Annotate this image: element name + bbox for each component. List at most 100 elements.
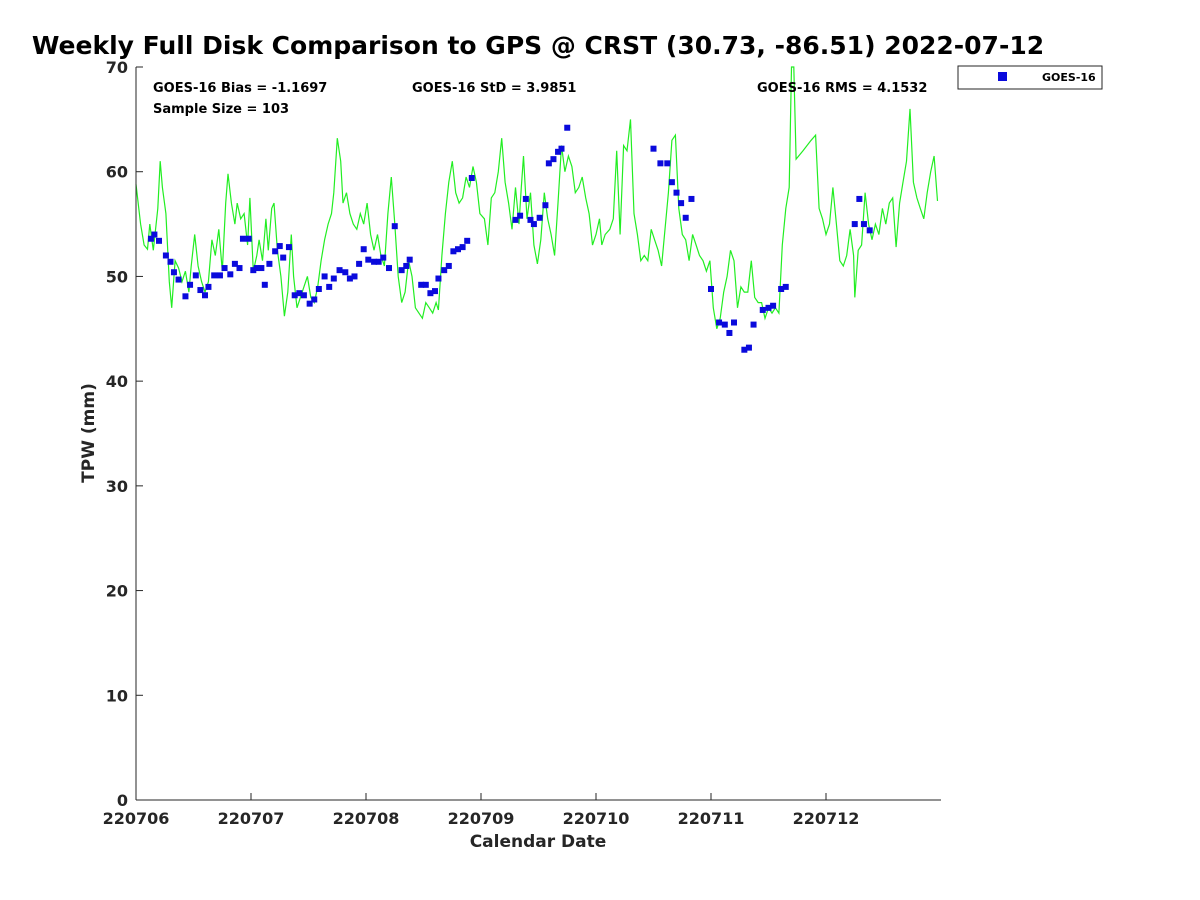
x-tick-label: 220709 [448,809,515,828]
plot-area [136,67,941,800]
goes-point [866,227,873,234]
goes-point [441,267,448,274]
goes-point [856,195,863,202]
x-tick-label: 220706 [103,809,170,828]
goes-point [708,285,714,292]
goes-point [250,267,257,274]
goes-point [342,269,349,276]
goes-point [386,265,392,272]
y-tick-label: 30 [106,477,128,496]
goes-point [253,265,260,272]
goes-point [468,174,475,181]
goes-point [365,256,372,263]
goes-point [280,254,287,261]
goes-point [517,212,524,219]
goes-point [330,275,337,282]
goes-point [300,292,307,299]
goes-point [276,243,283,250]
goes-point [326,283,333,290]
goes-point [432,288,438,295]
goes-point [450,248,457,255]
goes-point [182,293,189,300]
rms-stat: GOES-16 RMS = 4.1532 [757,81,927,96]
goes-point [530,221,537,228]
x-axis-ticks: 220706 220707 220708 220709 220710 220711 2207… [103,793,860,828]
goes-series [147,124,873,353]
goes-point [550,156,557,163]
y-axis-label: TPW (mm) [79,383,99,483]
sample-size-stat: Sample Size = 103 [153,102,289,117]
goes-point [375,258,382,265]
goes-point [770,302,777,309]
goes-point [356,260,363,267]
goes-point [391,223,398,230]
goes-point [311,296,318,303]
goes-point [750,321,757,328]
goes-point [403,262,410,269]
goes-point [678,200,685,207]
goes-point [455,246,461,253]
goes-point [156,237,162,244]
goes-point [202,292,208,299]
goes-point [170,269,177,276]
goes-point [197,287,204,294]
goes-point [167,258,174,265]
goes-point [721,321,728,328]
goes-point [522,195,529,202]
goes-point [731,319,737,326]
goes-point [371,258,378,265]
goes-point [147,235,154,242]
legend-box [957,65,1103,90]
y-tick-label: 0 [117,791,128,810]
goes-point [192,272,199,279]
goes-point [765,304,772,311]
gps-series [135,66,939,329]
goes-point [422,281,429,288]
y-tick-label: 10 [106,686,128,705]
goes-point [216,272,223,279]
goes-point [558,145,565,152]
goes-point [336,267,343,274]
goes-point [306,300,313,307]
x-tick-label: 220712 [793,809,860,828]
goes-point [406,256,413,263]
goes-point [657,160,664,167]
goes-point [435,275,442,282]
goes-point [360,246,367,253]
goes-point [321,273,328,280]
y-tick-label: 40 [106,372,128,391]
goes-point [778,285,785,292]
goes-point [245,235,252,242]
goes-point [726,329,733,336]
goes-point [261,281,268,288]
goes-point [555,148,562,155]
goes-point [459,244,466,251]
goes-point [741,346,748,353]
goes-point [221,265,228,272]
goes-point [427,290,434,297]
y-tick-label: 60 [106,163,128,182]
legend-label: GOES-16 [1042,71,1096,84]
goes-point [272,248,279,255]
goes-point [668,179,675,186]
goes-point [673,189,680,196]
goes-point [211,272,218,279]
goes-point [545,160,552,167]
goes-point [851,221,858,228]
x-tick-label: 220710 [563,809,630,828]
goes-point [527,216,534,223]
goes-point [512,216,519,223]
goes-point [782,283,789,290]
goes-point [536,214,543,221]
y-tick-label: 50 [106,267,128,286]
goes-point [564,124,571,131]
goes-point [716,319,723,326]
goes-point [380,254,387,261]
x-tick-label: 220711 [678,809,745,828]
goes-point [236,265,243,272]
y-axis-ticks: 0 10 20 30 40 50 60 70 [106,58,143,810]
x-tick-label: 220708 [333,809,400,828]
y-tick-label: 20 [106,582,128,601]
goes-point [162,252,169,259]
goes-point [258,265,265,272]
